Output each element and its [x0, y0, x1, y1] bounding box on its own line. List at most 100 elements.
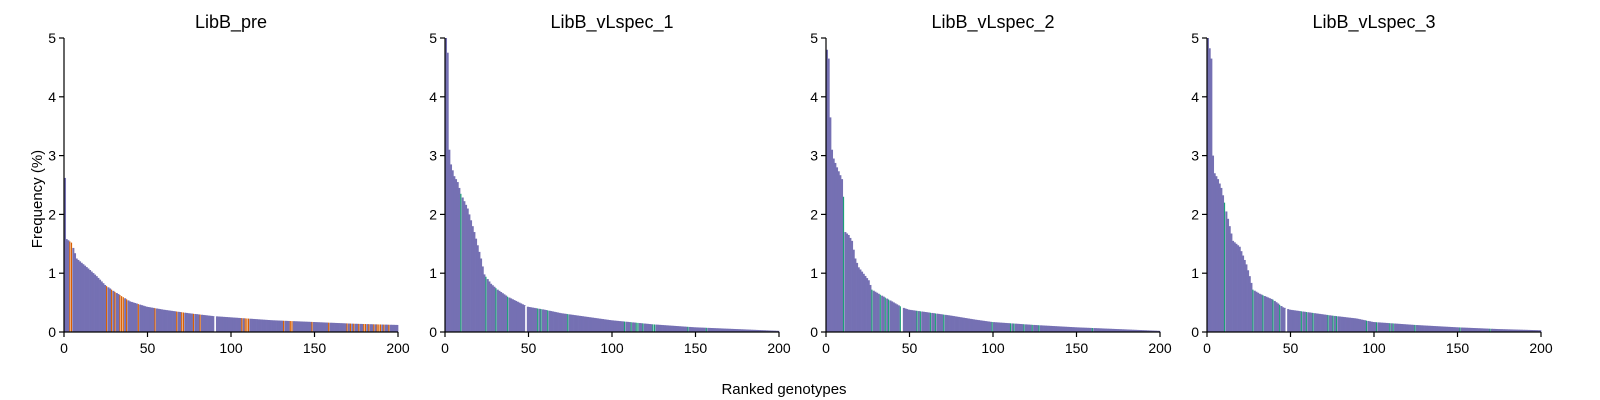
- bar: [254, 319, 257, 332]
- bar-highlighted: [373, 324, 375, 332]
- bar: [718, 328, 721, 332]
- bar: [894, 303, 897, 332]
- bar: [1472, 328, 1475, 332]
- bar-highlighted: [929, 312, 931, 332]
- bar-highlighted: [1459, 327, 1461, 332]
- bar: [683, 326, 686, 332]
- bar: [326, 322, 329, 332]
- bar: [1153, 330, 1156, 332]
- bar: [550, 311, 553, 332]
- bar-highlighted: [842, 196, 845, 332]
- bar: [1041, 325, 1044, 332]
- bar: [1395, 323, 1398, 332]
- bar-highlighted: [1389, 323, 1391, 332]
- bar: [697, 327, 700, 332]
- bar: [1385, 322, 1388, 332]
- bar: [112, 290, 115, 332]
- bar: [90, 271, 93, 332]
- bar: [1116, 329, 1119, 332]
- bar-highlighted: [121, 296, 123, 332]
- bar: [882, 296, 885, 332]
- bar: [1475, 328, 1478, 332]
- bar: [468, 214, 471, 332]
- bar: [237, 317, 240, 332]
- bar: [956, 316, 959, 332]
- bar: [600, 318, 603, 332]
- bar: [1345, 317, 1348, 332]
- bar: [446, 52, 449, 332]
- bar: [194, 313, 197, 332]
- bar-highlighted: [495, 288, 497, 332]
- bar: [374, 324, 377, 332]
- bar: [660, 324, 663, 332]
- bar: [236, 317, 239, 332]
- bar: [1363, 320, 1366, 332]
- bar-highlighted: [916, 310, 918, 332]
- bar: [977, 320, 980, 332]
- bar: [294, 321, 297, 332]
- bar: [914, 310, 917, 332]
- bar: [1263, 295, 1266, 332]
- bar: [911, 310, 914, 332]
- bar: [1253, 290, 1256, 332]
- bar: [998, 322, 1001, 332]
- bar: [1477, 328, 1480, 332]
- bar: [224, 316, 227, 332]
- bar: [1338, 316, 1341, 332]
- bar: [735, 329, 738, 332]
- bar-highlighted: [346, 323, 348, 332]
- bar: [107, 287, 110, 332]
- bar: [1217, 179, 1220, 332]
- bar-highlighted: [1038, 325, 1040, 332]
- bar: [129, 301, 132, 332]
- bar: [917, 311, 920, 332]
- bar: [1504, 329, 1507, 332]
- bar: [628, 322, 631, 332]
- bar: [448, 149, 451, 332]
- bar: [1154, 330, 1158, 332]
- bar: [1273, 300, 1276, 332]
- bar: [266, 319, 269, 332]
- x-tick-label: 0: [822, 340, 830, 356]
- bar: [1044, 325, 1047, 332]
- bar: [1093, 328, 1096, 332]
- bar: [981, 320, 984, 332]
- bar: [722, 328, 725, 332]
- bar: [1337, 316, 1340, 332]
- bar: [1394, 323, 1397, 332]
- bar: [267, 320, 270, 332]
- bar-highlighted: [1414, 324, 1416, 332]
- bar-highlighted: [192, 313, 195, 332]
- bar: [1424, 325, 1427, 332]
- bar: [951, 315, 954, 332]
- bar: [1425, 325, 1428, 332]
- bar: [513, 300, 516, 332]
- bar: [1019, 324, 1022, 332]
- bar: [316, 322, 319, 332]
- bar: [665, 325, 668, 332]
- bar: [715, 328, 718, 332]
- bar-highlighted: [537, 308, 539, 332]
- bar: [971, 319, 974, 332]
- bar: [1235, 243, 1238, 332]
- bar: [615, 320, 618, 332]
- y-tick-label: 0: [429, 324, 437, 340]
- bar-highlighted: [199, 314, 201, 332]
- bar: [202, 314, 205, 332]
- x-tick-label: 50: [521, 340, 537, 356]
- bar: [488, 281, 491, 332]
- bar: [859, 269, 862, 332]
- bar: [839, 175, 842, 332]
- bar: [1270, 298, 1273, 332]
- bar: [1144, 330, 1147, 332]
- bar: [952, 316, 955, 332]
- bar: [1412, 324, 1415, 332]
- bar: [212, 316, 215, 332]
- bar: [100, 281, 103, 332]
- bar: [167, 310, 170, 332]
- bar: [1512, 329, 1515, 332]
- bar: [1435, 326, 1438, 332]
- bar: [1519, 329, 1522, 332]
- bar: [1298, 311, 1301, 332]
- bar: [1343, 317, 1346, 332]
